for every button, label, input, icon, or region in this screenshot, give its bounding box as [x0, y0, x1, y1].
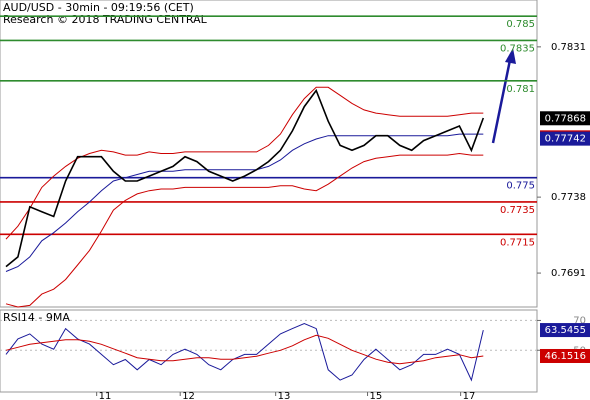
x-tick-label: 17 [463, 391, 476, 400]
rsi-title: RSI14 - 9MA [3, 311, 70, 324]
price-panel [0, 0, 538, 308]
projection-arrow [491, 59, 512, 144]
price-tag-label: 46.1516 [545, 351, 586, 362]
price-tag [540, 323, 590, 338]
x-tick-label: 11 [99, 391, 112, 400]
y-tick-label: 0.7691 [551, 268, 586, 279]
price-tag [540, 131, 590, 146]
projection-arrow-head [505, 48, 516, 64]
price-tag [540, 348, 590, 363]
level-label: 0.781 [506, 84, 535, 95]
series-line [5, 88, 485, 268]
chart-subtitle: Research © 2018 TRADING CENTRAL [3, 13, 208, 26]
series-line [5, 152, 484, 308]
price-tag-label: 0.77868 [545, 113, 586, 124]
level-label: 0.775 [506, 181, 535, 192]
level-label: 0.785 [506, 19, 535, 30]
rsi-panel [0, 309, 538, 393]
level-label: 0.7735 [500, 205, 535, 216]
price-tag-label: 63.5455 [545, 325, 586, 336]
series-line [5, 323, 484, 382]
x-tick-label: 13 [278, 391, 291, 400]
level-label: 0.7715 [500, 237, 535, 248]
x-tick-label: 12 [182, 391, 195, 400]
y-tick-label: 0.7831 [551, 42, 586, 53]
series-line [5, 86, 484, 240]
y-tick-label: 70 [573, 315, 586, 326]
chart-title: AUD/USD - 30min - 09:19:56 (CET) [3, 1, 194, 14]
x-tick-label: 15 [370, 391, 383, 400]
price-tag [540, 111, 590, 126]
series-line [5, 334, 484, 365]
y-tick-label: 0.7738 [551, 192, 586, 203]
price-tag-label: 0.77742 [545, 134, 586, 145]
series-line [5, 133, 484, 272]
level-label: 0.7835 [500, 43, 535, 54]
